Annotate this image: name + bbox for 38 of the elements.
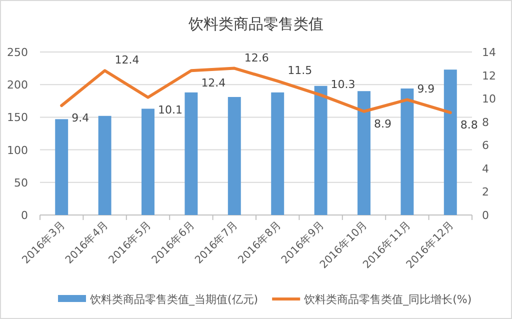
data-label: 12.4 <box>201 76 226 90</box>
y2-tick-label: 0 <box>482 209 489 222</box>
y-tick-label: 250 <box>7 46 28 59</box>
y-tick-label: 100 <box>7 144 28 157</box>
line-series <box>60 66 452 114</box>
data-label: 10.3 <box>330 78 356 92</box>
data-label: 12.6 <box>244 51 269 64</box>
bar <box>228 96 241 215</box>
bar <box>314 86 328 215</box>
data-label: 8.9 <box>374 117 392 130</box>
y2-tick-label: 6 <box>482 139 489 152</box>
data-label: 9.4 <box>72 112 90 125</box>
y-tick-label: 50 <box>14 176 28 190</box>
legend-label: 饮料类商品零售类值_同比增长(%) <box>303 293 472 306</box>
data-label: 11.5 <box>288 64 312 78</box>
bar <box>400 88 414 215</box>
data-label: 10.1 <box>158 103 182 116</box>
data-label: 9.9 <box>417 82 435 96</box>
y2-tick-label: 2 <box>482 186 489 199</box>
bar <box>142 108 154 215</box>
chart-title: 饮料类商品零售类值 <box>188 15 324 33</box>
y2-tick-label: 12 <box>482 69 496 82</box>
bar <box>358 91 370 215</box>
bar <box>444 70 457 215</box>
bar <box>271 92 284 215</box>
y-tick-label: 200 <box>7 78 28 92</box>
y2-tick-label: 14 <box>482 46 496 59</box>
legend-label: 饮料类商品零售类值_当期值(亿元) <box>89 293 258 306</box>
bar <box>184 92 198 215</box>
y-tick-label: 0 <box>21 209 28 222</box>
data-label: 8.8 <box>460 118 478 132</box>
y-tick-label: 150 <box>7 111 28 124</box>
y2-tick-label: 4 <box>482 162 489 176</box>
bar <box>55 119 68 215</box>
data-label: 12.4 <box>114 54 140 67</box>
y2-tick-label: 8 <box>482 116 489 129</box>
y2-tick-label: 10 <box>482 92 496 106</box>
bar <box>98 116 112 215</box>
